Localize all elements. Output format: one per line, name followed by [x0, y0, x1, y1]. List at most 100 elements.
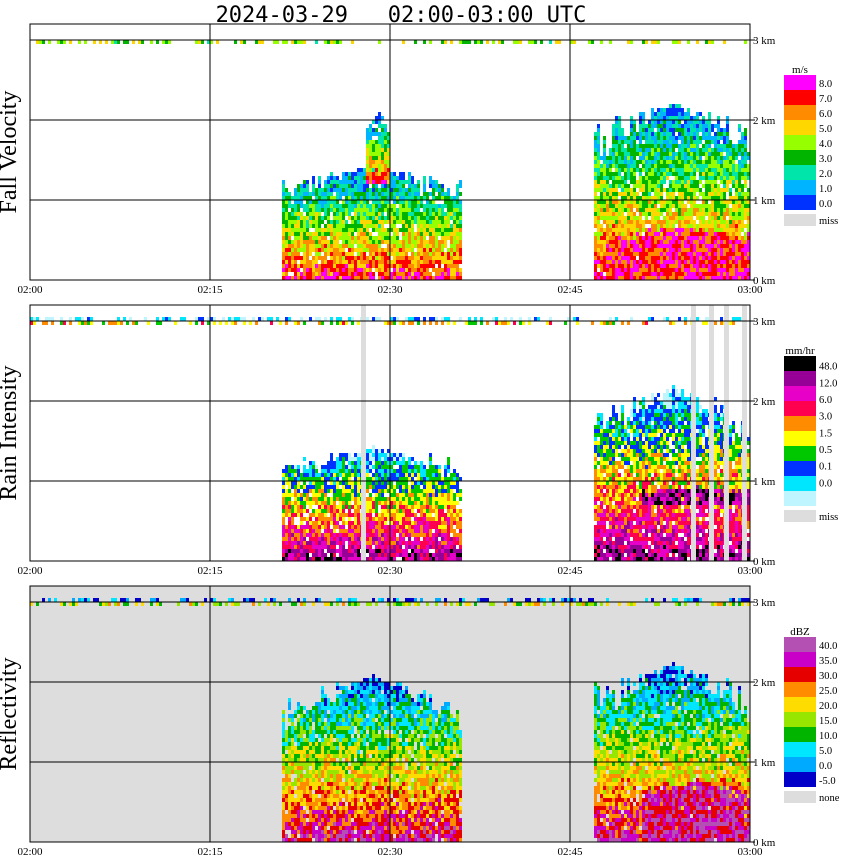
panel-label: Fall Velocity	[0, 91, 22, 214]
color-legend: dBZ 40.0 35.0 30.0 25.0 20.0 15.0 10.0 5.0 0.0 -5.…	[784, 626, 840, 804]
legend-unit: dBZ	[790, 626, 810, 638]
x-tick-label: 02:00	[17, 846, 43, 858]
legend-swatch	[784, 446, 816, 461]
echo-region	[30, 598, 750, 606]
legend-swatch	[784, 165, 816, 180]
legend-swatch	[784, 652, 816, 667]
legend-label: -5.0	[819, 776, 836, 787]
echo-region	[366, 112, 390, 184]
legend-swatch	[784, 772, 816, 787]
legend-label: 20.0	[819, 701, 837, 712]
x-tick-label: 02:45	[557, 565, 583, 577]
color-legend: mm/hr 48.0 12.0 6.0 3.0 1.5 0.5 0.1 0.0 miss	[784, 345, 838, 523]
legend-swatch	[784, 150, 816, 165]
plot-frame	[29, 304, 751, 562]
legend-swatch	[784, 356, 816, 371]
legend-label: 0.5	[819, 445, 832, 456]
legend-swatch	[784, 461, 816, 476]
panel-3: 02:00 02:15 02:30 02:45 03:00 3 km 2 km 1 km 0 k…	[0, 585, 840, 858]
legend-label: 2.0	[819, 169, 832, 180]
legend-swatch	[784, 90, 816, 105]
x-tick-label: 02:15	[197, 565, 223, 577]
echo-region	[282, 674, 462, 842]
x-tick-label: 03:00	[737, 846, 763, 858]
legend-swatch	[784, 476, 816, 491]
legend-label: 6.0	[819, 109, 832, 120]
missing-column	[742, 305, 747, 561]
panel-label: Reflectivity	[0, 657, 22, 770]
legend-missing-label: none	[819, 793, 840, 804]
plot-frame	[29, 23, 751, 281]
legend-swatch	[784, 697, 816, 712]
legend-swatch	[784, 682, 816, 697]
legend-swatch	[784, 712, 816, 727]
y-tick-label: 1 km	[753, 757, 776, 769]
legend-missing-swatch	[784, 791, 816, 803]
legend-label: 40.0	[819, 641, 837, 652]
legend-swatch	[784, 371, 816, 386]
legend-missing-swatch	[784, 214, 816, 226]
legend-label: 1.5	[819, 428, 832, 439]
x-tick-label: 03:00	[737, 284, 763, 296]
y-tick-label: 3 km	[753, 316, 776, 328]
legend-swatch	[784, 135, 816, 150]
legend-label: 0.0	[819, 199, 832, 210]
x-tick-label: 03:00	[737, 565, 763, 577]
panel-1: 02:00 02:15 02:30 02:45 03:00 3 km 2 km 1 km 0 k…	[0, 23, 838, 296]
legend-label: 6.0	[819, 395, 832, 406]
echo-region	[30, 317, 747, 325]
echo-region	[282, 164, 462, 280]
legend-label: 15.0	[819, 716, 837, 727]
legend-swatch	[784, 431, 816, 446]
panel-label: Rain Intensity	[0, 365, 22, 500]
echo-region	[642, 485, 750, 505]
legend-label: 30.0	[819, 671, 837, 682]
legend-swatch	[784, 120, 816, 135]
y-tick-label: 0 km	[753, 556, 776, 568]
legend-label: 10.0	[819, 731, 837, 742]
y-tick-label: 0 km	[753, 837, 776, 849]
x-tick-label: 02:30	[377, 284, 403, 296]
legend-swatch	[784, 742, 816, 757]
legend-label: 0.0	[819, 761, 832, 772]
legend-swatch	[784, 667, 816, 682]
x-tick-label: 02:45	[557, 846, 583, 858]
legend-label: 3.0	[819, 412, 832, 423]
echo-region	[642, 778, 750, 842]
legend-label: 7.0	[819, 94, 832, 105]
x-tick-label: 02:00	[17, 284, 43, 296]
legend-swatch	[784, 637, 816, 652]
legend-swatch	[784, 386, 816, 401]
echo-region	[606, 228, 750, 280]
legend-swatch	[784, 105, 816, 120]
legend-unit: m/s	[792, 64, 808, 76]
legend-swatch	[784, 75, 816, 90]
legend-label: 35.0	[819, 656, 837, 667]
color-legend: m/s 8.0 7.0 6.0 5.0 4.0 3.0 2.0 1.0 0.0 miss	[784, 64, 838, 227]
x-tick-label: 02:15	[197, 846, 223, 858]
x-tick-label: 02:15	[197, 284, 223, 296]
x-tick-label: 02:45	[557, 284, 583, 296]
legend-swatch	[784, 401, 816, 416]
y-tick-label: 2 km	[753, 115, 776, 127]
y-tick-label: 1 km	[753, 476, 776, 488]
legend-label: 12.0	[819, 378, 837, 389]
legend-unit: mm/hr	[785, 345, 815, 357]
legend-label: 5.0	[819, 124, 832, 135]
legend-swatch	[784, 491, 816, 506]
legend-label: 3.0	[819, 154, 832, 165]
legend-swatch	[784, 416, 816, 431]
legend-swatch	[784, 195, 816, 210]
legend-missing-label: miss	[819, 512, 838, 523]
legend-missing-label: miss	[819, 216, 838, 227]
y-tick-label: 2 km	[753, 396, 776, 408]
legend-label: 25.0	[819, 686, 837, 697]
legend-label: 0.1	[819, 462, 832, 473]
legend-swatch	[784, 757, 816, 772]
missing-column	[361, 305, 366, 561]
legend-swatch	[784, 727, 816, 742]
panel-2: 02:00 02:15 02:30 02:45 03:00 3 km 2 km 1 km 0 k…	[0, 304, 838, 577]
legend-missing-swatch	[784, 510, 816, 522]
missing-column	[691, 305, 696, 561]
